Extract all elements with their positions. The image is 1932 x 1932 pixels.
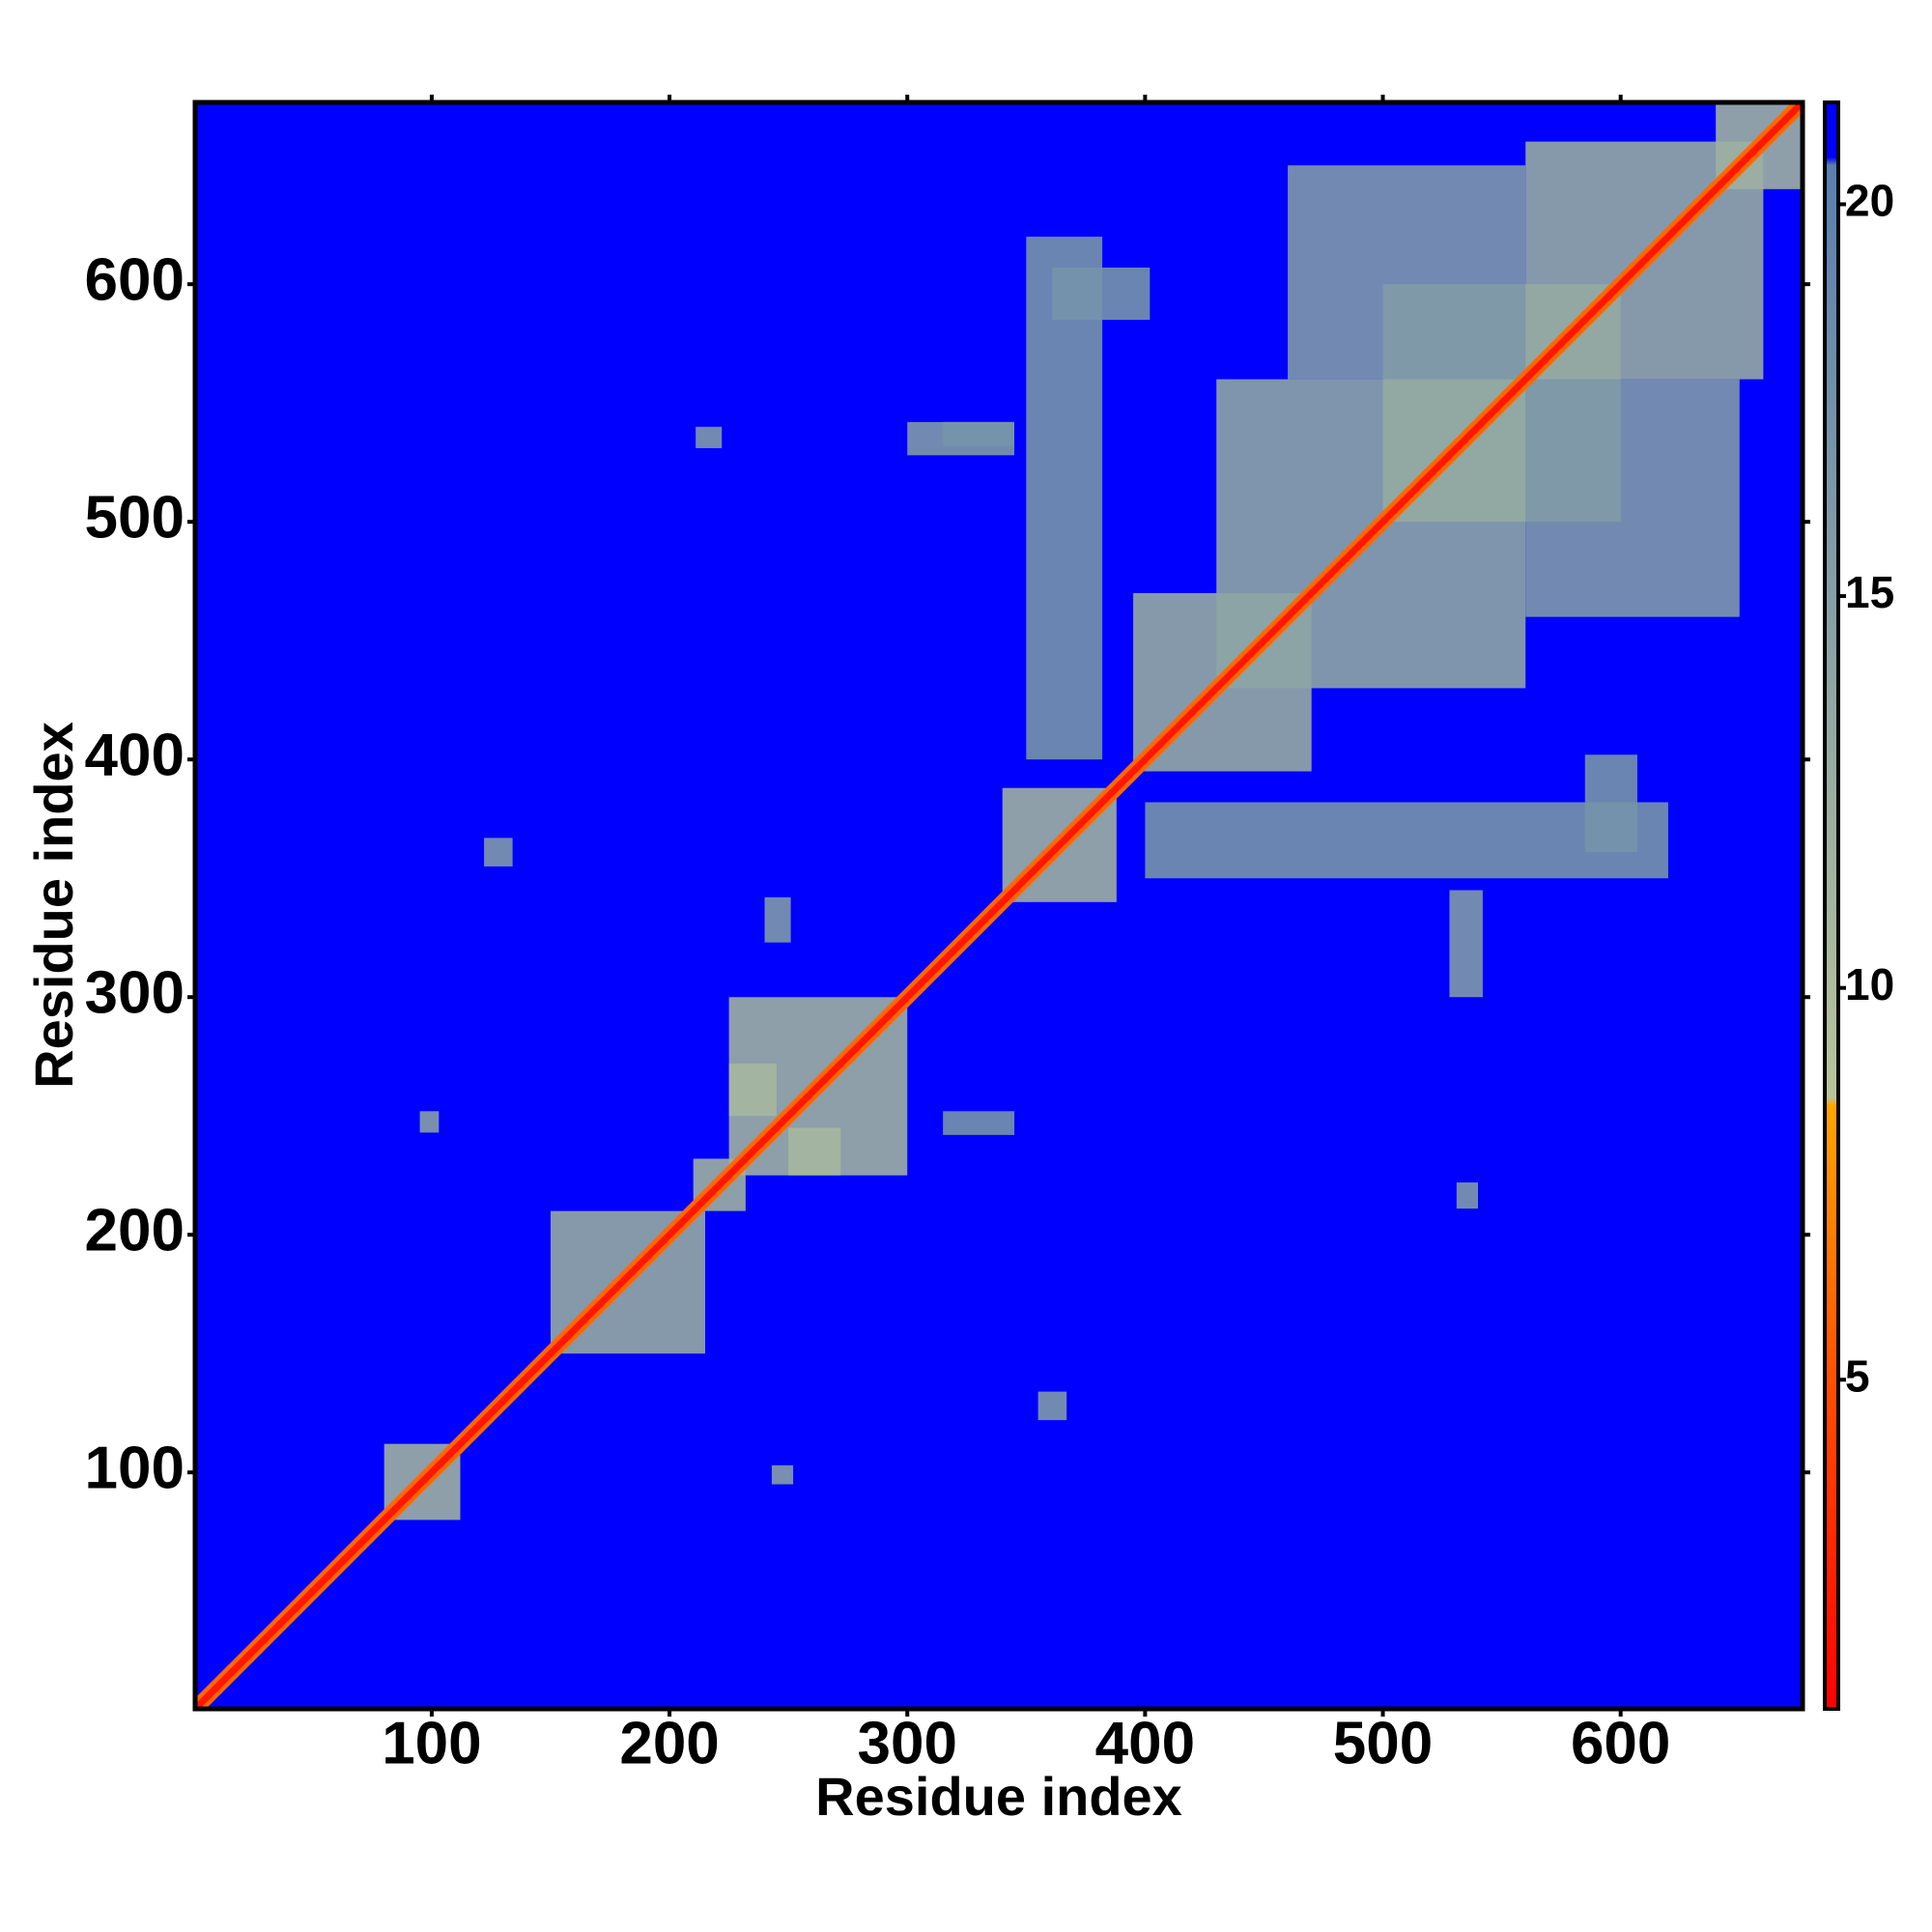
diagonal-band <box>195 102 1803 1709</box>
heatmap <box>195 102 1803 1709</box>
y-tick-label: 400 <box>85 723 185 789</box>
heatmap-cell <box>788 1127 841 1176</box>
heatmap-cell <box>1584 754 1637 853</box>
heatmap-cell <box>1288 165 1526 380</box>
y-axis-label: Residue index <box>23 722 84 1089</box>
x-tick-label: 200 <box>619 1710 719 1776</box>
y-tick-label: 100 <box>85 1435 185 1502</box>
colorbar-tick-label: 15 <box>1845 567 1894 617</box>
x-axis-label: Residue index <box>815 1766 1182 1827</box>
heatmap-cell <box>696 426 723 448</box>
heatmap-cell <box>1052 267 1151 321</box>
x-tick-label: 600 <box>1571 1710 1670 1776</box>
plot-frame <box>192 99 1805 1712</box>
heatmap-cell <box>1449 890 1483 998</box>
heatmap-cell <box>1145 802 1668 879</box>
x-tick-label: 100 <box>382 1710 481 1776</box>
heatmap-cell <box>943 421 1014 446</box>
colorbar-tick-label: 10 <box>1845 959 1894 1009</box>
heatmap-cell <box>771 1464 794 1485</box>
x-tick-label: 300 <box>858 1710 957 1776</box>
heatmap-cell <box>764 896 791 943</box>
y-tick-label: 500 <box>85 485 185 552</box>
x-tick-label: 400 <box>1095 1710 1195 1776</box>
colorbar <box>1823 100 1840 1711</box>
x-tick-label: 500 <box>1333 1710 1433 1776</box>
heatmap-cell <box>728 1064 777 1117</box>
y-tick-label: 300 <box>85 960 185 1027</box>
heatmap-cell <box>1037 1391 1067 1421</box>
heatmap-cell <box>1525 379 1740 617</box>
heatmap-cell <box>484 838 513 867</box>
y-tick-label: 600 <box>85 247 185 314</box>
colorbar-tick-label: 5 <box>1845 1350 1870 1401</box>
heatmap-cell <box>1026 236 1103 760</box>
y-tick-label: 200 <box>85 1198 185 1264</box>
heatmap-cell <box>1456 1182 1478 1209</box>
heatmap-cell <box>419 1111 440 1133</box>
heatmap-cell <box>943 1111 1014 1135</box>
colorbar-tick-label: 20 <box>1845 176 1894 226</box>
